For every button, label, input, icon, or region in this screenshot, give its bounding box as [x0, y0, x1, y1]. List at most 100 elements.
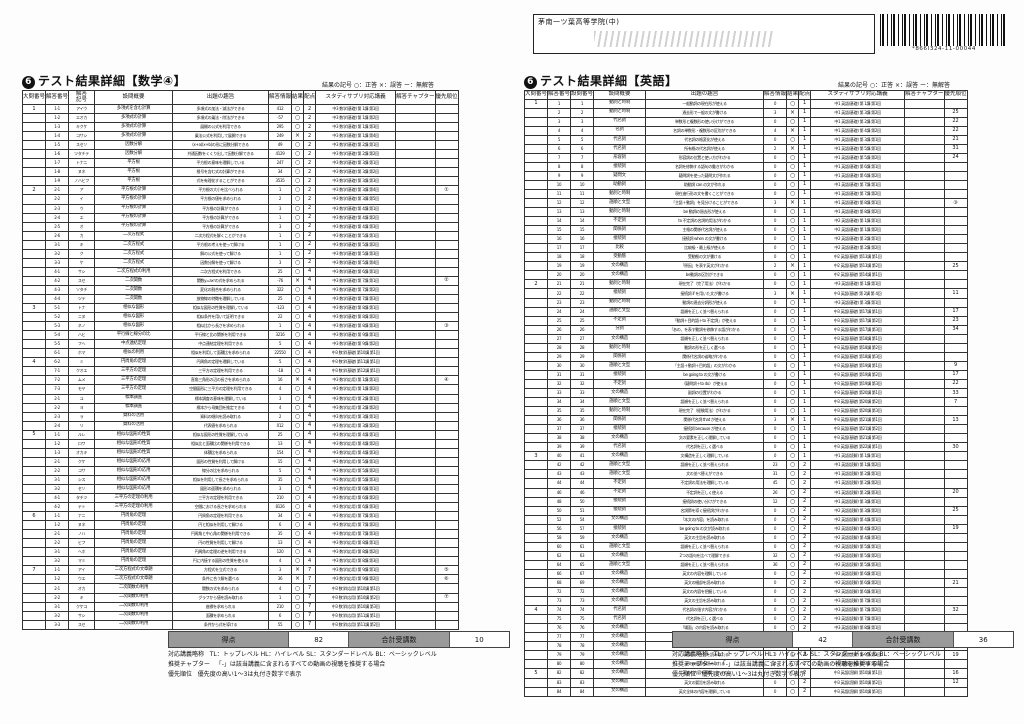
cell-answer-no: 2-1 — [45, 185, 70, 196]
cell-result: ○ — [291, 483, 305, 495]
cell-points: 2 — [303, 167, 317, 178]
cell-answer-no: 2-2 — [45, 465, 70, 476]
cell-summary: 接続詞 — [593, 288, 647, 299]
cell-summary: 代名詞 — [593, 134, 647, 145]
cell-answer-no: 78 — [547, 641, 572, 652]
cell-answer-no: 1-6 — [45, 149, 70, 160]
cell-lecture: 中3 数学(基礎) 第 3講 第4回 — [315, 185, 397, 196]
cell-answer-symbol: ユ — [68, 393, 96, 404]
cell-lecture: 中3 数学(基礎) 第 6講 第1回 — [315, 266, 397, 277]
cell-summary: 文の構造 — [593, 261, 647, 272]
cell-answer-info: 0 — [763, 134, 788, 145]
cell-summary: 接続詞 — [593, 496, 647, 507]
cell-group-no — [523, 568, 549, 579]
cell-summary: 文の構造 — [593, 623, 647, 634]
math-note2-label: 推奨チャプター — [168, 661, 210, 669]
cell-priority — [434, 438, 459, 449]
cell-answer-no: 4-3 — [45, 284, 70, 295]
table-row: 2-6 カ二次方程式 二次方程式を解くことができる 1 ○ 2 中3 数学(基礎) 第 5講… — [21, 230, 459, 241]
cell-purpose: 平方根の計算ができる — [172, 212, 270, 223]
cell-answer-no: 83 — [547, 677, 572, 688]
cell-purpose: 多項式の乗法・除法ができる — [172, 113, 270, 124]
cell-lecture: 中2 英語(読解) 第 6講 第1回 — [810, 568, 906, 579]
table-row: 1-5 スセソ 因数分解 (x+a)(x+b)の形に因数分解できる 49 ○ 2 中3 数学(… — [21, 140, 459, 151]
cell-purpose: 座標を求められる — [172, 601, 270, 612]
cell-priority: 22 — [943, 116, 968, 127]
cell-purpose: 語順を正しく並べ替えられる — [645, 559, 765, 570]
cell-answer-info: 0 — [763, 161, 788, 172]
cell-answer-no: 4-4 — [45, 293, 70, 305]
cell-lecture: 中3 数学(応用) 第 4講 第1回 — [315, 429, 397, 440]
cell-answer-info: 4 — [268, 384, 293, 395]
cell-lecture: 中3 数学(基礎) 第 5講 第1回 — [315, 230, 397, 241]
cell-summary: 二次方程式 — [94, 230, 174, 241]
cell-answer-no: 1-3 — [45, 122, 70, 133]
table-row: 2-2 キ二次関数の利用 グラフから値を読み取れる 1 ○ 7 中3 数学(応用) 第10講… — [21, 592, 459, 603]
table-row: 7 1-1 アイ 二次方程式の文章題 方程式を立式できる 3 × 7 中3 数学(応用) 第 9… — [21, 565, 459, 576]
cell-answer-symbol: ヒフ — [68, 538, 96, 549]
cell-answer-info: 13 — [268, 538, 293, 549]
cell-group-no — [523, 216, 549, 227]
cell-answer-no: 2-1 — [45, 583, 70, 594]
cell-answer-info: 25 — [268, 293, 293, 305]
cell-answer-no: 1-1 — [45, 429, 70, 440]
cell-lecture: 中3 数学(基礎) 第 9講 第1回 — [315, 330, 397, 341]
cell-chapter — [904, 198, 945, 209]
cell-question-no: 19 — [570, 261, 595, 272]
cell-answer-no: 75 — [547, 614, 572, 625]
cell-chapter — [904, 406, 945, 417]
cell-priority — [434, 203, 459, 214]
cell-answer-info: 0 — [763, 523, 788, 534]
cell-chapter — [904, 351, 945, 362]
cell-purpose: 名詞の単数形・複数形の区別ができる — [645, 125, 765, 136]
table-row: 3-1 ヘホ 円周角の定理 円周角の定理の逆を利用できる 120 ○ 4 中3 数学(応用) … — [21, 547, 459, 558]
cell-summary: 代名詞 — [593, 605, 647, 616]
cell-answer-no: 28 — [547, 342, 572, 353]
cell-priority — [434, 248, 459, 259]
cell-points: 4 — [303, 375, 317, 386]
cell-points: 2 — [303, 248, 317, 259]
cell-answer-no: 1-2 — [45, 574, 70, 585]
cell-summary: 円周角の定理 — [94, 529, 174, 540]
cell-summary: 不定詞 — [593, 378, 647, 390]
cell-result: ○ — [786, 505, 800, 516]
cell-purpose: 変化の割合を求められる — [172, 284, 270, 295]
cell-answer-info: 3535 — [268, 176, 293, 187]
cell-chapter — [395, 149, 436, 160]
cell-summary: 文の構造 — [593, 668, 647, 679]
cell-summary: 関係詞 — [593, 351, 647, 362]
cell-answer-no: 2-6 — [45, 230, 70, 241]
cell-result: × — [291, 375, 305, 386]
cell-lecture: 中3 英語(読解) 第10講 第3回 — [810, 686, 906, 697]
cell-priority — [434, 266, 459, 277]
cell-priority: 22 — [943, 125, 968, 136]
cell-summary: 受動態 — [593, 252, 647, 263]
table-row: 35 35 動詞と時制 現在完了（経験用法）がわかる 0 ○ 1 中3 英語(基礎) 第20講… — [523, 406, 968, 417]
cell-result: × — [786, 261, 800, 272]
cell-priority — [943, 614, 968, 625]
table-row: 3 5-1 トナ 相似な図形 相似な図形の性質を理解している -123 ○ 4 中3 数学(基礎… — [21, 303, 459, 314]
cell-result: ○ — [786, 433, 800, 444]
cell-chapter — [395, 465, 436, 476]
cell-summary: 二次関数 — [94, 275, 174, 286]
cell-points: 2 — [303, 194, 317, 205]
table-row: 5 5 代名詞 代名詞の格変化が使える 0 ○ 1 中1 英語(基礎) 第 3講 第1回 21 — [523, 134, 968, 145]
cell-question-no: 42 — [570, 460, 595, 471]
cell-question-no: 23 — [570, 297, 595, 308]
cell-summary: 接続詞 — [593, 424, 647, 435]
cell-lecture: 中1 英語(読解) 第 2講 第1回 — [810, 469, 906, 480]
col-purpose: 出題の趣旨 — [172, 90, 270, 105]
cell-lecture: 中3 英語(基礎) 第17講 第2回 — [810, 315, 906, 326]
cell-points: 2 — [798, 460, 812, 471]
cell-summary: 語順と文型 — [593, 460, 647, 471]
cell-group-no — [523, 161, 549, 172]
table-row: 11 11 動詞と時制 現在進行形の文を書くことができる 0 ○ 1 中1 英語(基礎) 第 … — [523, 188, 968, 200]
cell-answer-no: 7-2 — [45, 375, 70, 386]
cell-group-no — [21, 140, 47, 151]
cell-answer-info: 0 — [763, 306, 788, 317]
cell-priority: 21 — [943, 134, 968, 145]
cell-lecture: 中3 英語(基礎) 第21講 第1回 — [810, 415, 906, 426]
cell-result: ○ — [786, 270, 800, 281]
cell-summary: 二次関数の利用 — [94, 583, 174, 594]
cell-purpose: 過去形で一般の文が書ける — [645, 107, 765, 118]
